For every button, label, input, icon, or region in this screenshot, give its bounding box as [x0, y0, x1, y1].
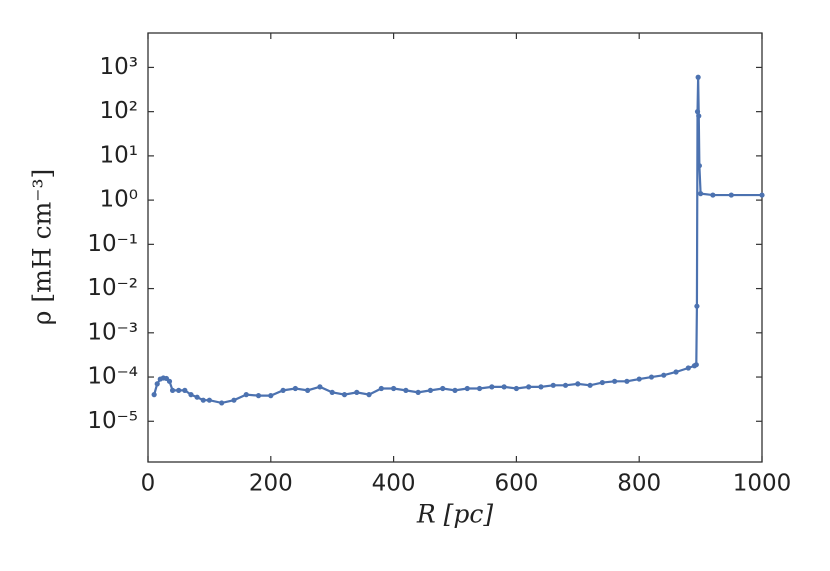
- x-axis-label: R [pc]: [416, 500, 494, 529]
- data-point: [166, 378, 173, 384]
- data-point: [695, 74, 701, 80]
- data-point: [280, 387, 286, 393]
- y-tick-label: 10¹: [100, 142, 139, 168]
- data-point: [415, 389, 421, 395]
- data-point: [391, 385, 397, 392]
- x-tick-label: 800: [617, 471, 661, 497]
- data-point: [587, 382, 593, 388]
- data-point: [366, 392, 372, 398]
- y-tick-label: 10⁻⁴: [87, 364, 138, 390]
- data-point: [694, 109, 701, 115]
- data-point: [194, 394, 200, 400]
- data-point: [694, 303, 700, 309]
- data-point: [305, 387, 311, 393]
- data-point: [526, 384, 532, 390]
- y-axis-label: ρ [mH cm⁻³]: [28, 169, 57, 326]
- data-point: [403, 387, 409, 393]
- data-point: [378, 385, 384, 392]
- y-tick-label: 10³: [100, 54, 139, 80]
- data-point: [169, 387, 176, 393]
- data-point: [575, 381, 581, 387]
- data-point: [440, 385, 446, 392]
- x-tick-label: 600: [494, 471, 538, 497]
- data-point: [317, 384, 323, 390]
- x-tick-label: 1000: [733, 471, 792, 497]
- data-point: [562, 382, 569, 388]
- data-point: [696, 163, 702, 169]
- data-point: [176, 387, 182, 393]
- data-point: [513, 385, 520, 392]
- data-point: [200, 397, 206, 403]
- data-point: [501, 384, 507, 390]
- data-point: [206, 397, 212, 403]
- data-point: [728, 192, 734, 198]
- data-point: [452, 387, 458, 393]
- y-tick-label: 10⁻⁵: [87, 408, 138, 434]
- y-tick-label: 10⁻³: [87, 319, 138, 345]
- data-point: [354, 389, 360, 395]
- data-point: [693, 362, 699, 368]
- data-point: [698, 191, 704, 197]
- y-tick-label: 10²: [100, 98, 139, 124]
- data-point: [188, 392, 194, 398]
- data-point: [489, 384, 495, 390]
- x-tick-label: 0: [141, 471, 156, 497]
- data-point: [243, 392, 249, 398]
- plot-frame: [147, 32, 763, 463]
- data-point: [759, 192, 765, 198]
- data-point: [550, 382, 556, 388]
- data-point: [661, 372, 667, 378]
- data-point: [612, 378, 618, 384]
- x-tick-label: 200: [249, 471, 293, 497]
- x-tick-label: 400: [372, 471, 416, 497]
- data-line: [153, 77, 762, 405]
- data-point: [624, 378, 630, 384]
- data-point: [292, 385, 298, 392]
- data-point: [673, 369, 679, 375]
- data-point: [255, 393, 262, 399]
- data-point: [464, 385, 470, 392]
- data-point: [538, 384, 544, 390]
- data-point: [182, 387, 188, 393]
- data-point: [636, 376, 642, 382]
- y-tick-label: 10⁻¹: [87, 231, 138, 257]
- data-point: [696, 113, 702, 119]
- y-tick-label: 10⁻²: [87, 275, 138, 301]
- data-point: [710, 192, 716, 198]
- data-point: [685, 365, 691, 371]
- data-point: [599, 379, 605, 386]
- data-point: [427, 387, 434, 393]
- y-tick-label: 10⁰: [100, 187, 139, 213]
- data-point: [329, 389, 335, 395]
- data-point: [219, 400, 225, 406]
- data-point: [154, 381, 160, 387]
- data-point: [268, 393, 274, 399]
- data-point: [341, 392, 348, 398]
- data-point: [648, 374, 655, 380]
- data-point: [231, 397, 237, 403]
- data-point: [151, 392, 157, 398]
- data-point: [476, 385, 483, 392]
